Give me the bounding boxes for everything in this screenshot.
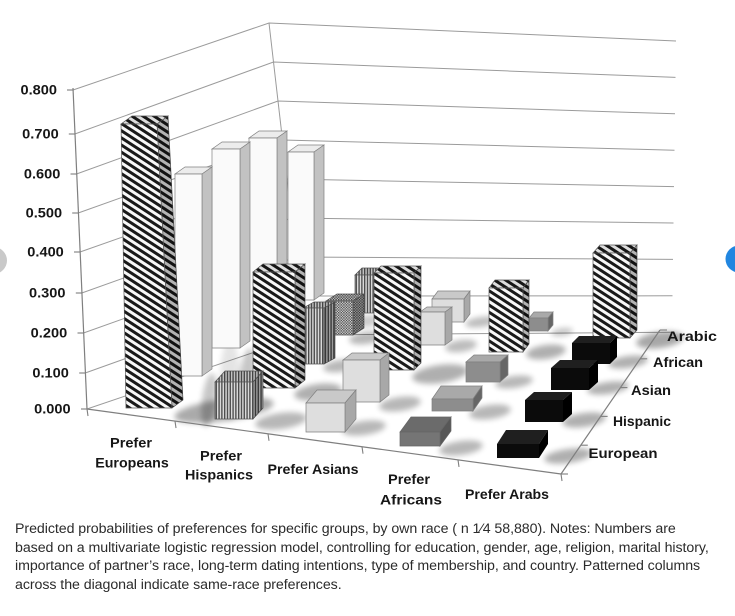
svg-text:0.700: 0.700 (22, 126, 59, 142)
svg-text:0.600: 0.600 (24, 166, 61, 182)
svg-text:0.300: 0.300 (29, 285, 66, 301)
svg-text:0.800: 0.800 (21, 82, 58, 98)
svg-text:0.100: 0.100 (32, 365, 69, 381)
svg-text:Prefer: Prefer (388, 471, 431, 487)
svg-text:Prefer: Prefer (110, 435, 153, 451)
svg-text:Arabic: Arabic (667, 328, 717, 344)
svg-text:African: African (653, 354, 703, 370)
svg-text:Prefer: Prefer (200, 448, 243, 464)
svg-text:Hispanics: Hispanics (185, 467, 253, 483)
svg-text:European: European (589, 445, 658, 461)
svg-text:0.200: 0.200 (31, 325, 68, 341)
svg-text:Prefer Asians: Prefer Asians (268, 461, 359, 477)
svg-text:Prefer Arabs: Prefer Arabs (465, 486, 549, 502)
svg-text:Africans: Africans (380, 492, 442, 508)
svg-text:Hispanic: Hispanic (613, 413, 671, 429)
svg-text:Europeans: Europeans (95, 455, 169, 471)
svg-text:0.000: 0.000 (34, 401, 71, 417)
svg-text:0.500: 0.500 (26, 205, 63, 221)
svg-text:0.400: 0.400 (27, 244, 64, 260)
svg-text:Asian: Asian (631, 382, 671, 398)
